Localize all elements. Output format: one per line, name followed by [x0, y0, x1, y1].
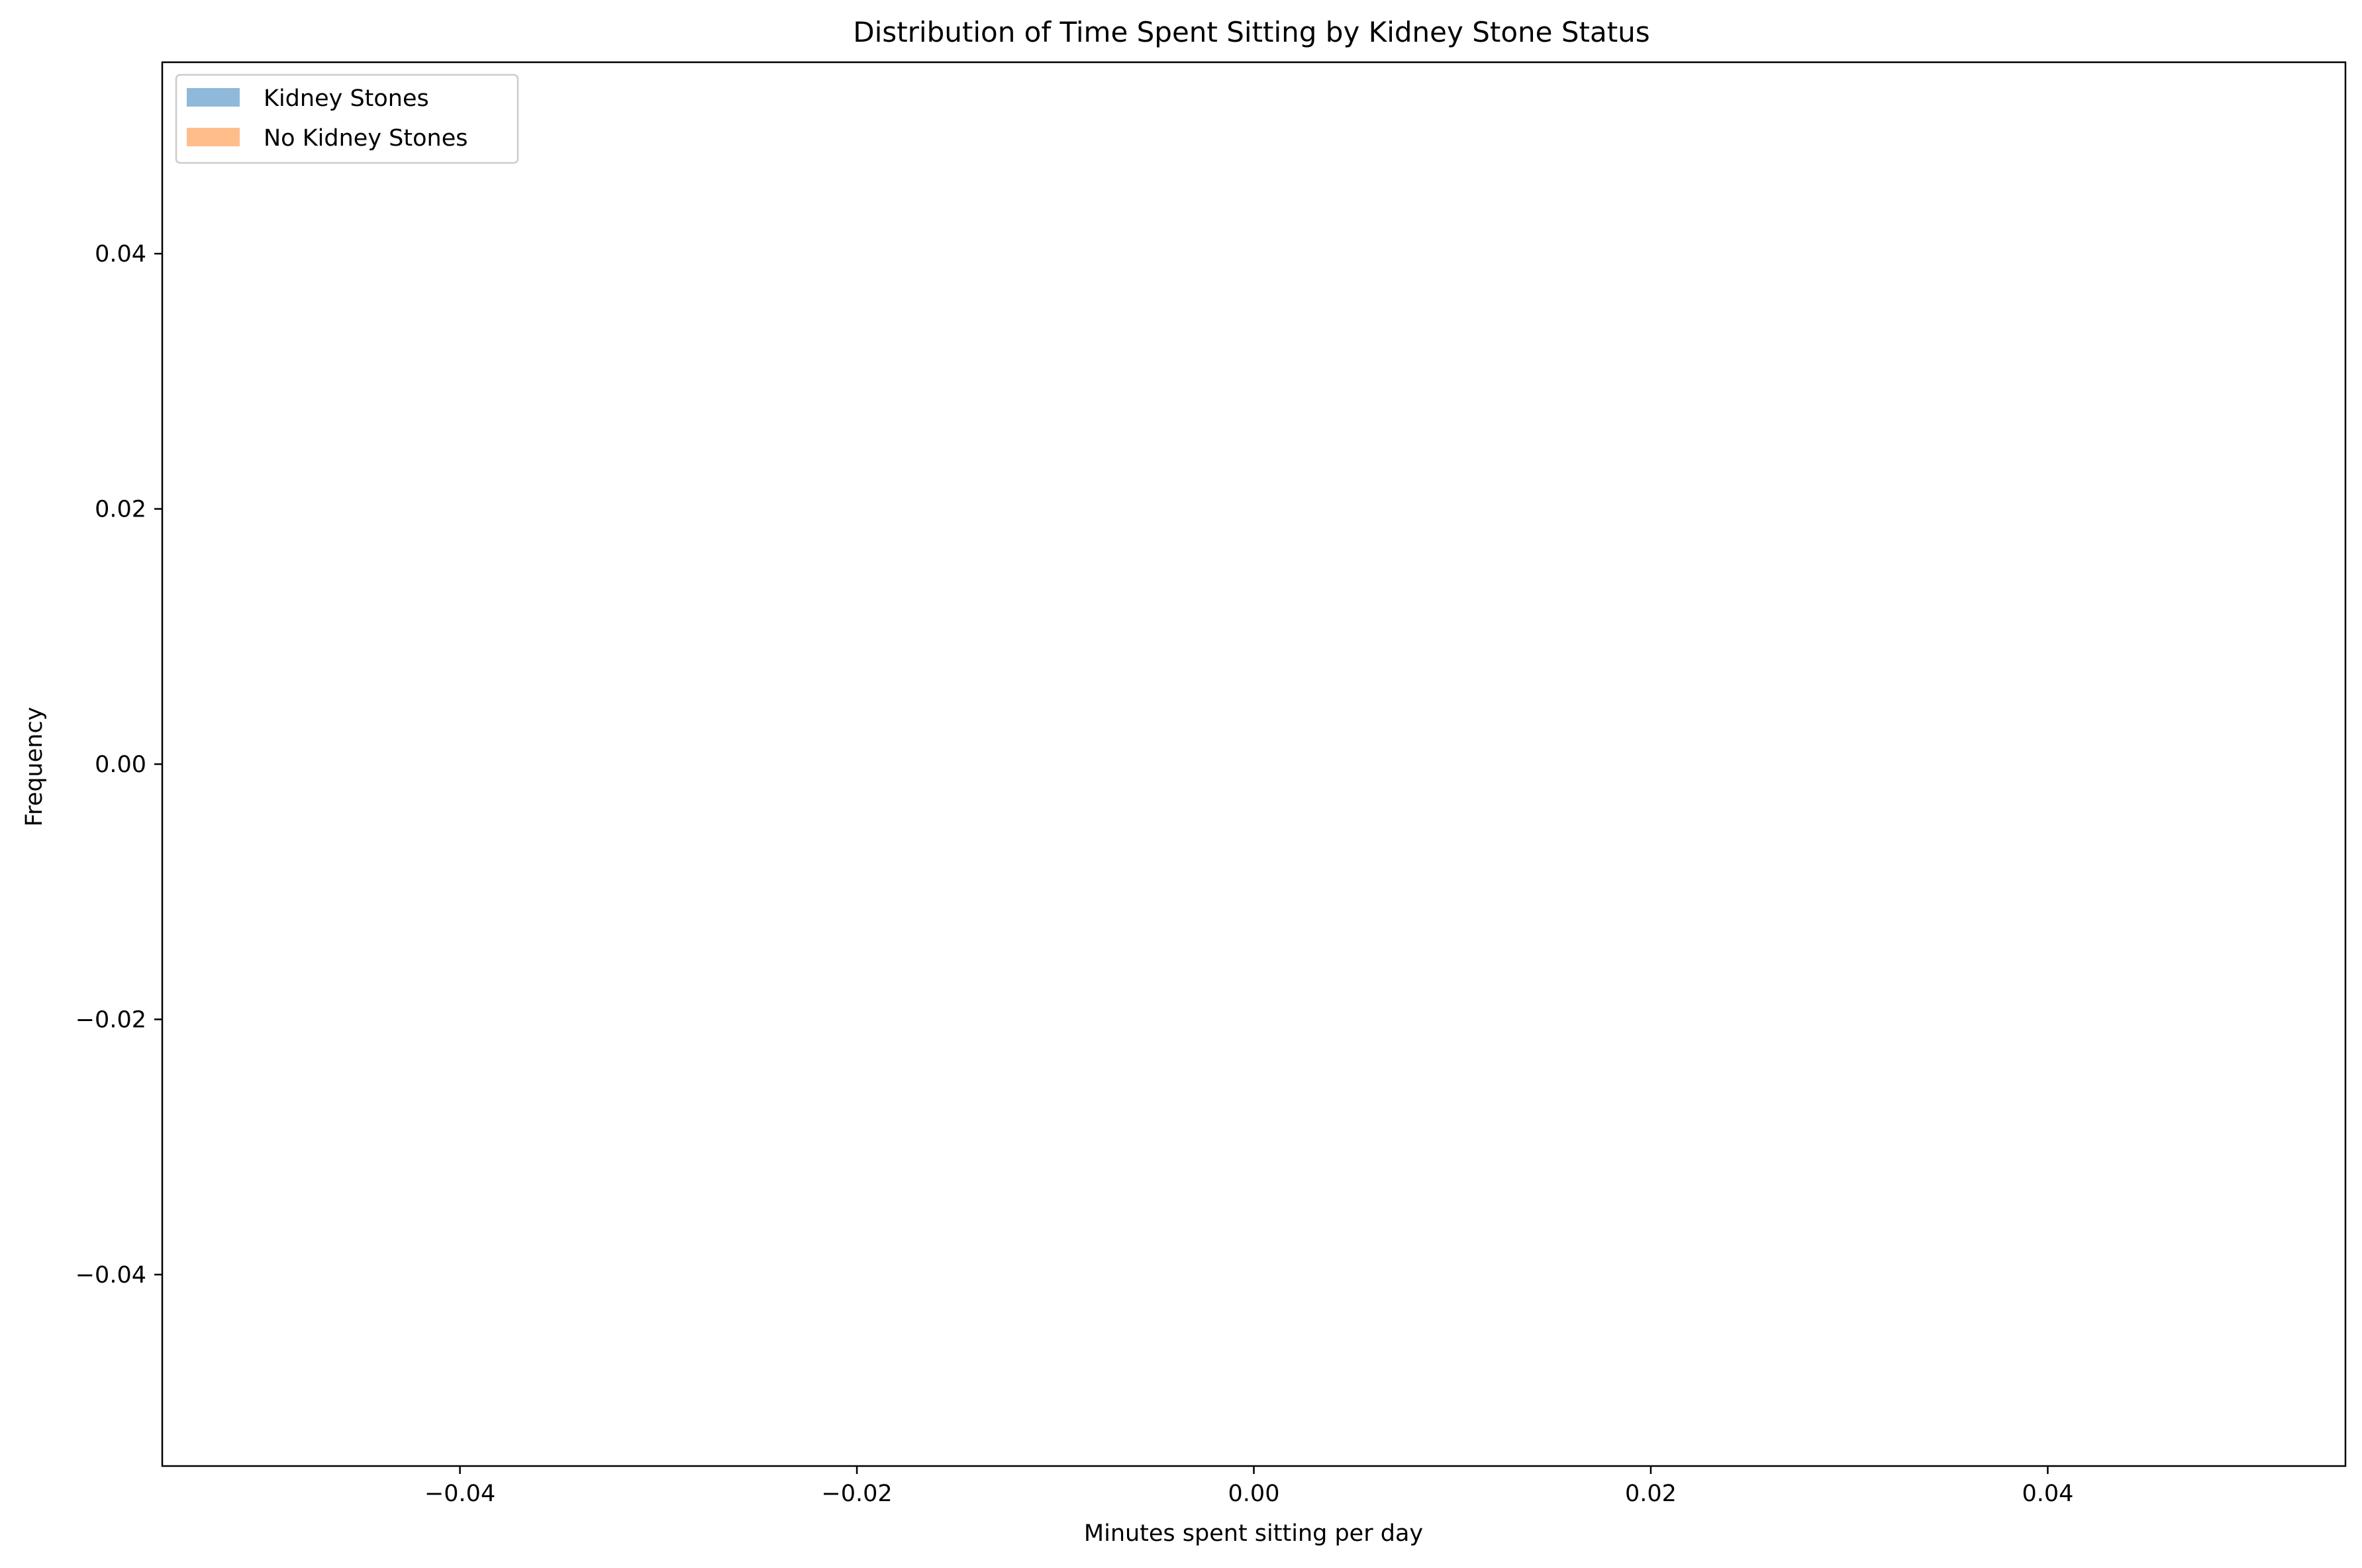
legend: Kidney Stones No Kidney Stones [175, 74, 519, 164]
x-axis-label: Minutes spent sitting per day [1084, 1520, 1423, 1547]
y-tick-label: −0.02 [75, 1006, 146, 1033]
y-axis-ticks: −0.04 −0.02 0.00 0.02 0.04 [75, 241, 162, 1289]
legend-box [175, 74, 519, 164]
legend-label-no-kidney-stones: No Kidney Stones [264, 125, 467, 152]
x-tick-label: −0.02 [821, 1481, 892, 1507]
legend-swatch-no-kidney-stones [187, 128, 240, 146]
x-tick-label: −0.04 [424, 1481, 495, 1507]
y-tick-label: 0.00 [95, 752, 146, 778]
x-axis-ticks: −0.04 −0.02 0.00 0.02 0.04 [424, 1466, 2073, 1507]
legend-swatch-kidney-stones [187, 88, 240, 107]
legend-label-kidney-stones: Kidney Stones [264, 85, 429, 112]
x-tick-label: 0.02 [1625, 1481, 1677, 1507]
y-tick-label: 0.04 [95, 241, 146, 268]
y-tick-label: −0.04 [75, 1262, 146, 1289]
chart-title: Distribution of Time Spent Sitting by Ki… [853, 16, 1649, 48]
y-tick-label: 0.02 [95, 497, 146, 523]
x-tick-label: 0.00 [1228, 1481, 1280, 1507]
x-tick-label: 0.04 [2022, 1481, 2073, 1507]
y-axis-label: Frequency [21, 707, 48, 827]
